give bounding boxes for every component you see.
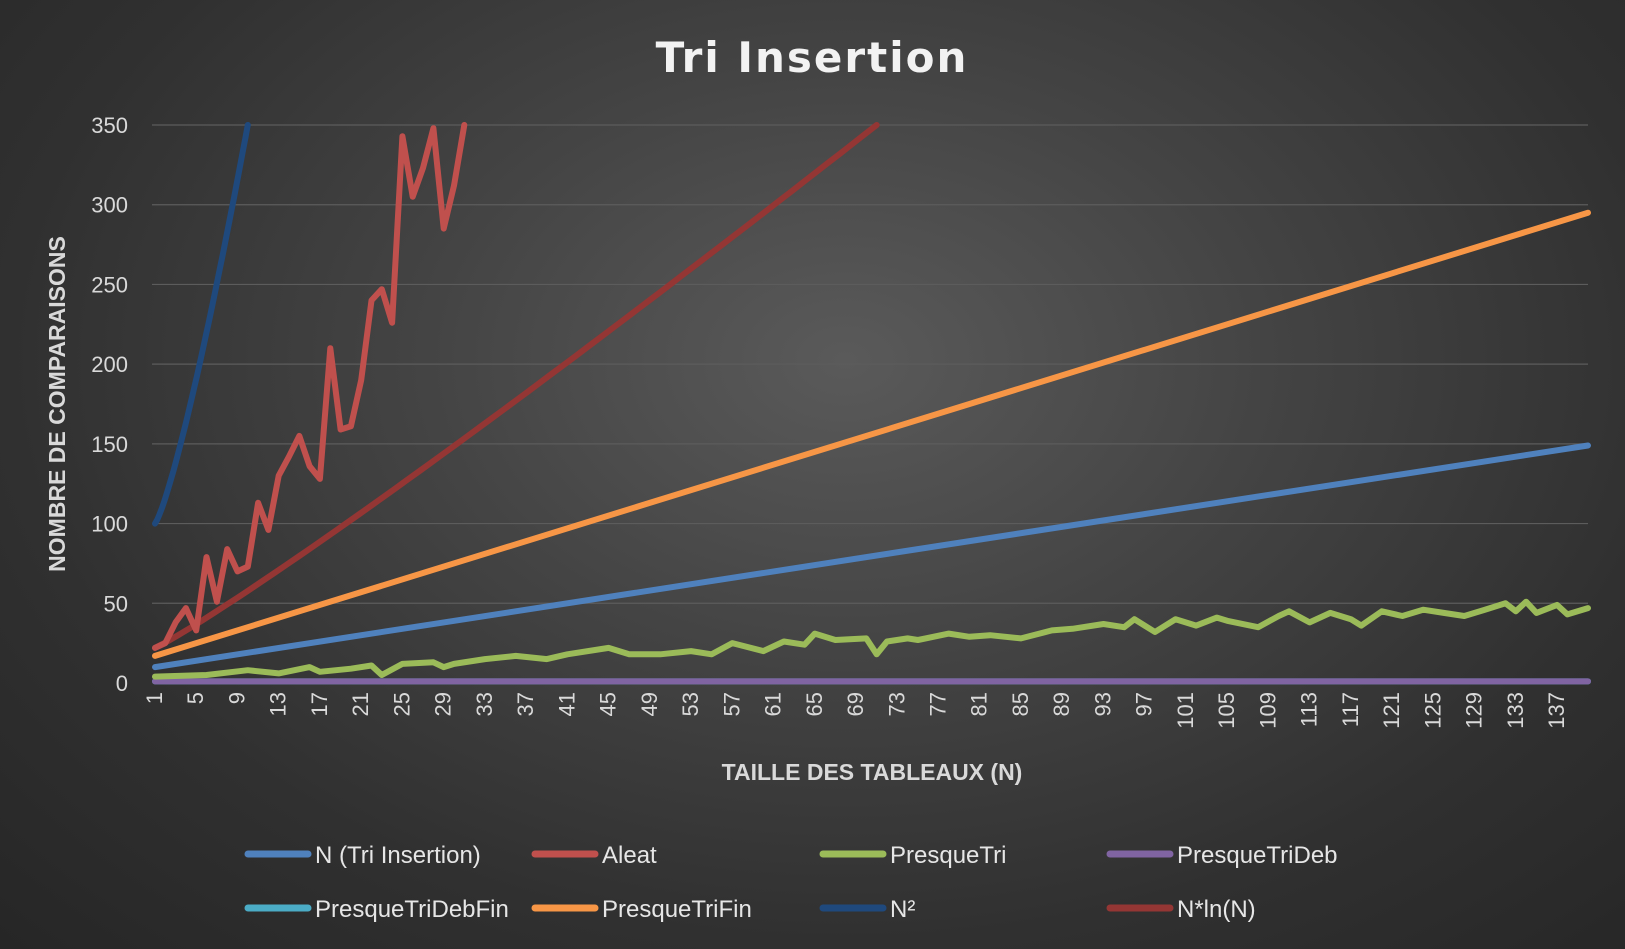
x-tick-label: 41 [554,692,579,716]
x-tick-label: 81 [967,692,992,716]
series-line-6 [152,122,251,527]
legend-label: N (Tri Insertion) [315,842,481,869]
x-tick-label: 65 [802,692,827,716]
x-tick-label: 77 [926,692,951,716]
x-tick-label: 49 [637,692,662,716]
x-tick-label: 85 [1008,692,1033,716]
grid [152,124,1588,604]
x-tick-label: 113 [1297,692,1322,727]
x-tick-label: 17 [307,692,332,716]
y-tick-label: 50 [104,591,128,616]
x-axis-ticks: 1 5 9 13 17 21 25 29 33 37 41 45 49 53 57 61 65 69 73 77 81 8… [142,692,1569,729]
y-tick-label: 250 [91,272,128,297]
y-axis-ticks: 0 50 100 150 200 250 300 350 [91,113,128,696]
x-tick-label: 137 [1544,692,1569,729]
x-tick-label: 1 [142,692,167,704]
legend-label: Aleat [602,842,657,869]
legend-label: PresqueTriFin [602,896,752,923]
legend-label: PresqueTriDebFin [315,896,509,923]
series-line-1 [152,122,468,651]
y-tick-label: 300 [91,193,128,218]
x-tick-label: 29 [431,692,456,716]
x-tick-label: 97 [1132,692,1157,716]
legend-label: N*ln(N) [1177,896,1256,923]
x-tick-label: 57 [719,692,744,716]
x-tick-label: 45 [596,692,621,716]
x-tick-label: 105 [1214,692,1239,729]
x-tick-label: 37 [513,692,538,716]
legend-label: PresqueTri [890,842,1006,869]
series-layer [152,122,1591,685]
x-tick-label: 121 [1379,692,1404,729]
x-tick-label: 21 [348,692,373,716]
legend-label: N² [890,896,915,923]
x-tick-label: 25 [389,692,414,716]
x-axis-title: TAILLE DES TABLEAUX (N) [722,759,1023,785]
x-tick-label: 13 [266,692,291,716]
x-tick-label: 53 [678,692,703,716]
y-tick-label: 350 [91,113,128,138]
series-line-7 [152,122,880,651]
chart-title: Tri Insertion [656,33,969,82]
x-tick-label: 33 [472,692,497,716]
y-tick-label: 0 [116,671,128,696]
x-tick-label: 73 [884,692,909,716]
x-tick-label: 101 [1173,692,1198,729]
y-tick-label: 100 [91,512,128,537]
y-tick-label: 150 [91,432,128,457]
x-tick-label: 69 [843,692,868,716]
x-tick-label: 61 [761,692,786,716]
y-tick-label: 200 [91,352,128,377]
legend-label: PresqueTriDeb [1177,842,1338,869]
x-tick-label: 117 [1338,692,1363,727]
x-tick-label: 125 [1420,692,1445,729]
series-line-0 [152,442,1591,671]
x-tick-label: 93 [1090,692,1115,716]
x-tick-label: 133 [1503,692,1528,729]
series-line-5 [152,209,1591,659]
series-line-2 [152,598,1591,680]
x-tick-label: 89 [1049,692,1074,716]
y-axis-title: NOMBRE DE COMPARAISONS [44,236,70,572]
x-tick-label: 9 [224,692,249,704]
x-tick-label: 109 [1255,692,1280,729]
x-tick-label: 129 [1462,692,1487,729]
legend: N (Tri Insertion) Aleat PresqueTri PresqueT… [244,842,1338,923]
x-tick-label: 5 [183,692,208,704]
